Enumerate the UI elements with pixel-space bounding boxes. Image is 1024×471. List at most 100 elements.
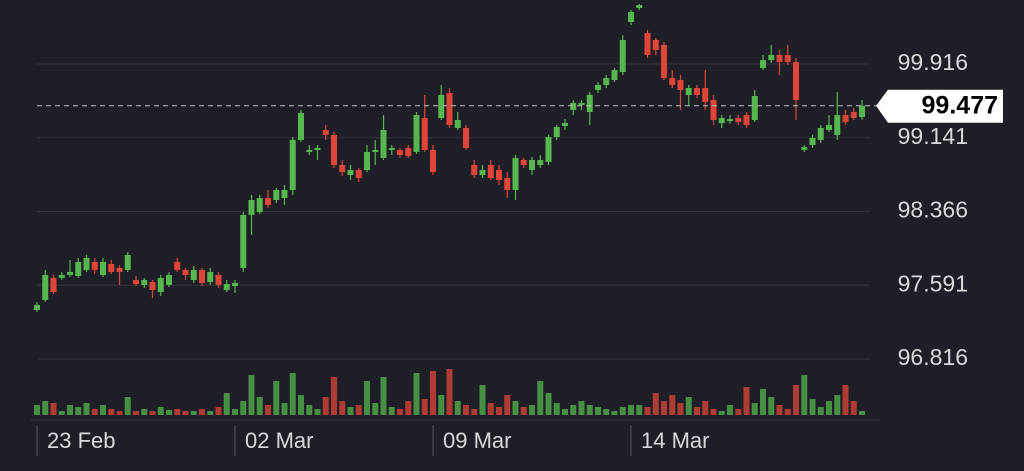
candle-body	[529, 159, 535, 171]
volume-bar	[438, 395, 445, 415]
volume-bar	[388, 407, 395, 415]
volume-bar	[116, 411, 123, 415]
y-tick-label: 98.366	[898, 197, 968, 223]
volume-bar	[471, 409, 478, 415]
candle-body	[207, 271, 214, 283]
candle-body	[50, 277, 57, 293]
x-tick-label: 14 Mar	[641, 428, 709, 453]
volume-bar	[355, 405, 362, 415]
candle-body	[487, 164, 494, 179]
volume-bar	[223, 393, 230, 415]
candle-body	[628, 11, 634, 22]
candle-body	[116, 267, 123, 272]
volume-bar	[124, 397, 131, 415]
candle-body	[496, 170, 502, 181]
candle-body	[850, 111, 857, 118]
candle-body	[372, 149, 379, 152]
candle-body	[149, 282, 156, 291]
candle-body	[289, 139, 296, 191]
volume-bar	[537, 381, 544, 415]
volume-bar	[248, 375, 255, 415]
volume-bar	[677, 403, 684, 415]
candle-body	[834, 115, 841, 136]
candle-body	[702, 88, 709, 103]
candle-body	[174, 261, 181, 270]
volume-bar	[776, 405, 783, 415]
volume-bar	[174, 409, 181, 415]
candle-body	[339, 164, 346, 173]
candle-body	[355, 170, 362, 179]
volume-bar	[215, 407, 222, 415]
candle-body	[75, 261, 82, 276]
candle-body	[570, 102, 577, 110]
candle-body	[603, 78, 610, 85]
volume-bar	[842, 385, 849, 415]
volume-bar	[826, 401, 832, 415]
volume-bar	[850, 401, 857, 415]
volume-bar	[75, 407, 82, 415]
candle-body	[652, 39, 659, 50]
volume-bar	[578, 401, 585, 415]
candle-body	[273, 190, 280, 201]
volume-bar	[793, 385, 799, 415]
candle-body	[83, 257, 90, 270]
volume-bar	[603, 409, 610, 415]
candle-body	[768, 54, 775, 61]
volume-bar	[545, 393, 552, 415]
volume-bar	[454, 401, 461, 415]
candle-body	[735, 117, 742, 122]
price-tag	[876, 89, 1003, 123]
volume-bar	[298, 395, 304, 415]
volume-bar	[306, 405, 313, 415]
volume-bar	[331, 377, 337, 415]
candle-body	[232, 282, 238, 287]
candle-body	[256, 198, 263, 212]
candle-body	[446, 92, 453, 126]
volume-bar	[669, 395, 676, 415]
volume-bar	[834, 395, 841, 415]
candle-body	[644, 33, 651, 55]
candle-body	[182, 269, 189, 275]
candle-body	[380, 129, 387, 158]
candle-body	[463, 127, 469, 148]
candle-body	[314, 147, 321, 150]
volume-bar	[743, 387, 750, 415]
candle-body	[685, 88, 692, 95]
volume-bar	[256, 397, 263, 415]
candle-body	[454, 119, 461, 128]
candle-body	[793, 62, 799, 101]
volume-bar	[380, 377, 387, 415]
candle-body	[157, 277, 164, 293]
candle-body	[265, 198, 271, 205]
candle-body	[479, 170, 486, 175]
candle-body	[520, 159, 527, 165]
candle-body	[826, 125, 832, 130]
volume-bar	[273, 381, 280, 415]
candle-body	[586, 94, 593, 112]
volume-bar	[207, 411, 214, 415]
y-tick-label: 99.141	[898, 123, 968, 149]
candle-body	[669, 78, 676, 85]
volume-bar	[240, 401, 247, 415]
candle-body	[776, 54, 783, 63]
candle-body	[545, 137, 552, 162]
candle-body	[562, 123, 568, 126]
volume-bar	[553, 403, 560, 415]
candle-body	[537, 159, 544, 165]
volume-bar	[133, 411, 139, 415]
volume-bar	[694, 407, 700, 415]
candle-body	[124, 255, 131, 270]
volume-bar	[611, 411, 618, 415]
candle-body	[91, 261, 98, 270]
candle-body	[388, 147, 395, 150]
volume-bar	[339, 401, 346, 415]
candle-body	[512, 157, 519, 191]
volume-bar	[405, 401, 412, 415]
candle-body	[347, 170, 354, 175]
volume-bar	[644, 407, 651, 415]
candle-body	[801, 147, 808, 150]
candle-body	[438, 94, 445, 118]
volume-bar	[42, 401, 49, 415]
candle-body	[108, 263, 115, 272]
